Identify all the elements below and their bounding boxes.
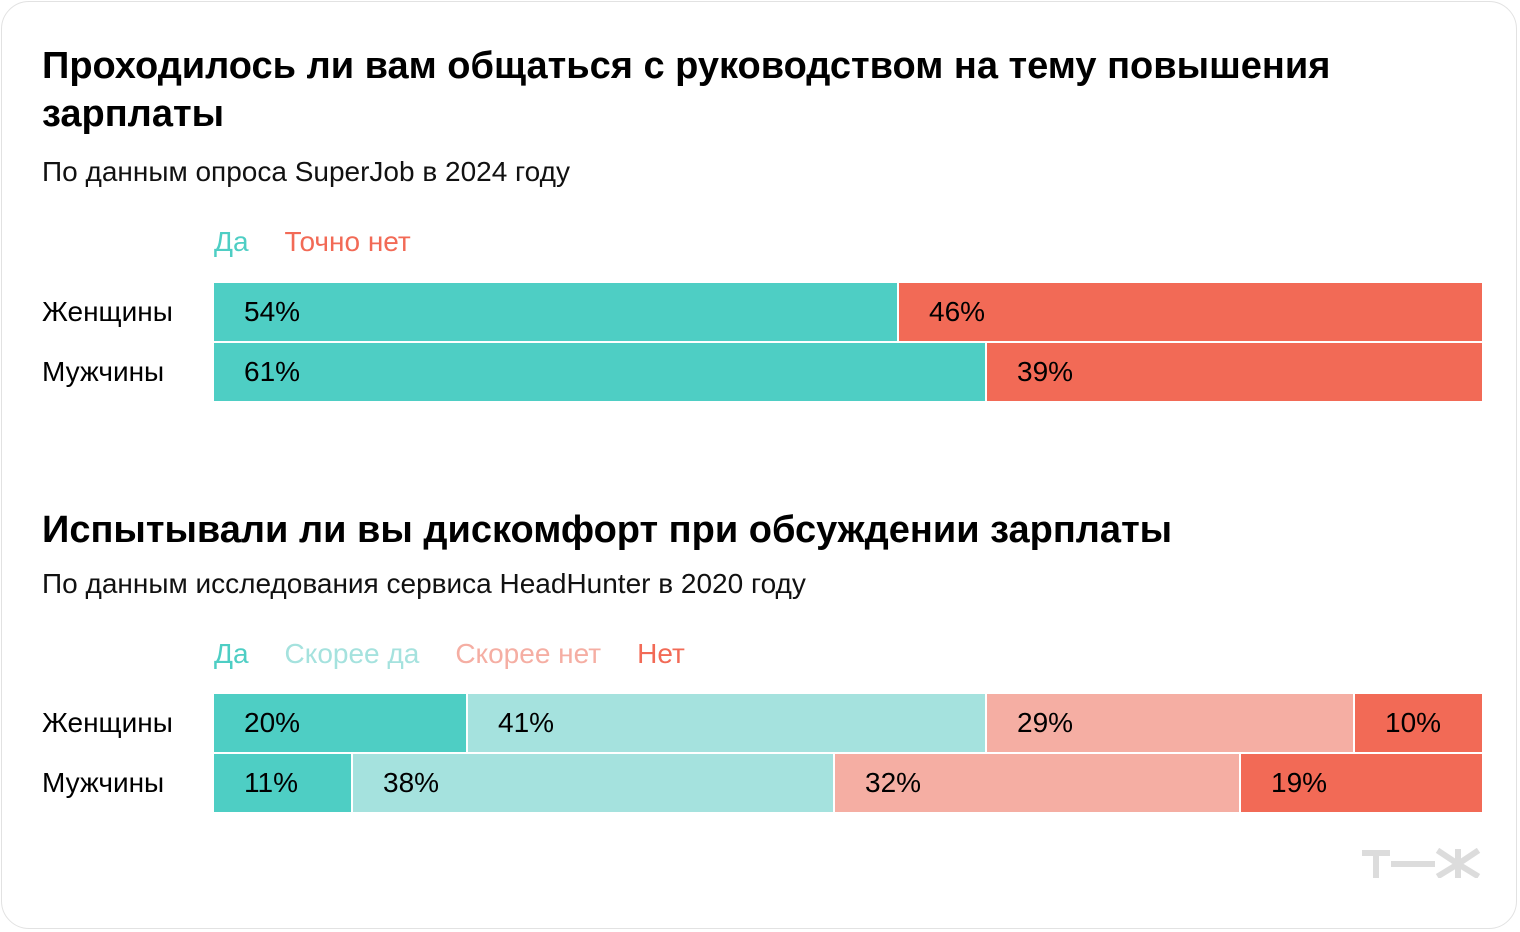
bar-segment: 41%	[468, 694, 987, 752]
bar-segment: 32%	[835, 754, 1241, 812]
bar-segment: 20%	[214, 694, 468, 752]
bar-segment: 38%	[353, 754, 835, 812]
data-label: 46%	[929, 296, 986, 327]
data-label: 41%	[498, 707, 555, 738]
legend-item: Скорее нет	[455, 638, 602, 669]
category-label: Женщины	[42, 707, 173, 738]
data-label: 32%	[865, 767, 922, 798]
data-label: 54%	[244, 296, 301, 327]
bar-segment: 46%	[899, 283, 1482, 341]
stacked-bar: 11% 38% 32% 19%	[214, 754, 1482, 812]
category-label: Мужчины	[42, 356, 165, 387]
stacked-bar: 20% 41% 29% 10%	[214, 694, 1482, 752]
stacked-bar: 61% 39%	[214, 343, 1482, 401]
legend-item: Да	[214, 638, 249, 669]
bar-segment: 19%	[1241, 754, 1482, 812]
bar-segment: 11%	[214, 754, 353, 812]
legend-item: Точно нет	[284, 226, 411, 257]
bar-segment: 39%	[987, 343, 1482, 401]
legend-item: Скорее да	[284, 638, 420, 669]
data-label: 11%	[244, 767, 298, 798]
data-label: 19%	[1271, 767, 1328, 798]
category-label: Женщины	[42, 296, 173, 327]
chart-1: Проходилось ли вам общаться с руководств…	[2, 2, 1518, 462]
bar-segment: 10%	[1355, 694, 1482, 752]
chart-subtitle: По данным исследования сервиса HeadHunte…	[42, 568, 806, 599]
bar-segment: 29%	[987, 694, 1355, 752]
data-label: 39%	[1017, 356, 1074, 387]
chart-subtitle: По данным опроса SuperJob в 2024 году	[42, 156, 570, 187]
legend-item: Нет	[637, 638, 685, 669]
data-label: 61%	[244, 356, 301, 387]
bar-segment: 61%	[214, 343, 987, 401]
data-label: 29%	[1017, 707, 1074, 738]
data-label: 20%	[244, 707, 301, 738]
data-label: 38%	[383, 767, 440, 798]
chart-title: Испытывали ли вы дискомфорт при обсужден…	[42, 509, 1173, 551]
chart-title: Проходилось ли вам общаться с руководств…	[42, 45, 1331, 135]
stacked-bar: 54% 46%	[214, 283, 1482, 341]
data-label: 10%	[1385, 707, 1442, 738]
tzh-logo-icon	[1362, 848, 1481, 878]
legend-item: Да	[214, 226, 249, 257]
category-label: Мужчины	[42, 767, 165, 798]
bar-segment: 54%	[214, 283, 899, 341]
